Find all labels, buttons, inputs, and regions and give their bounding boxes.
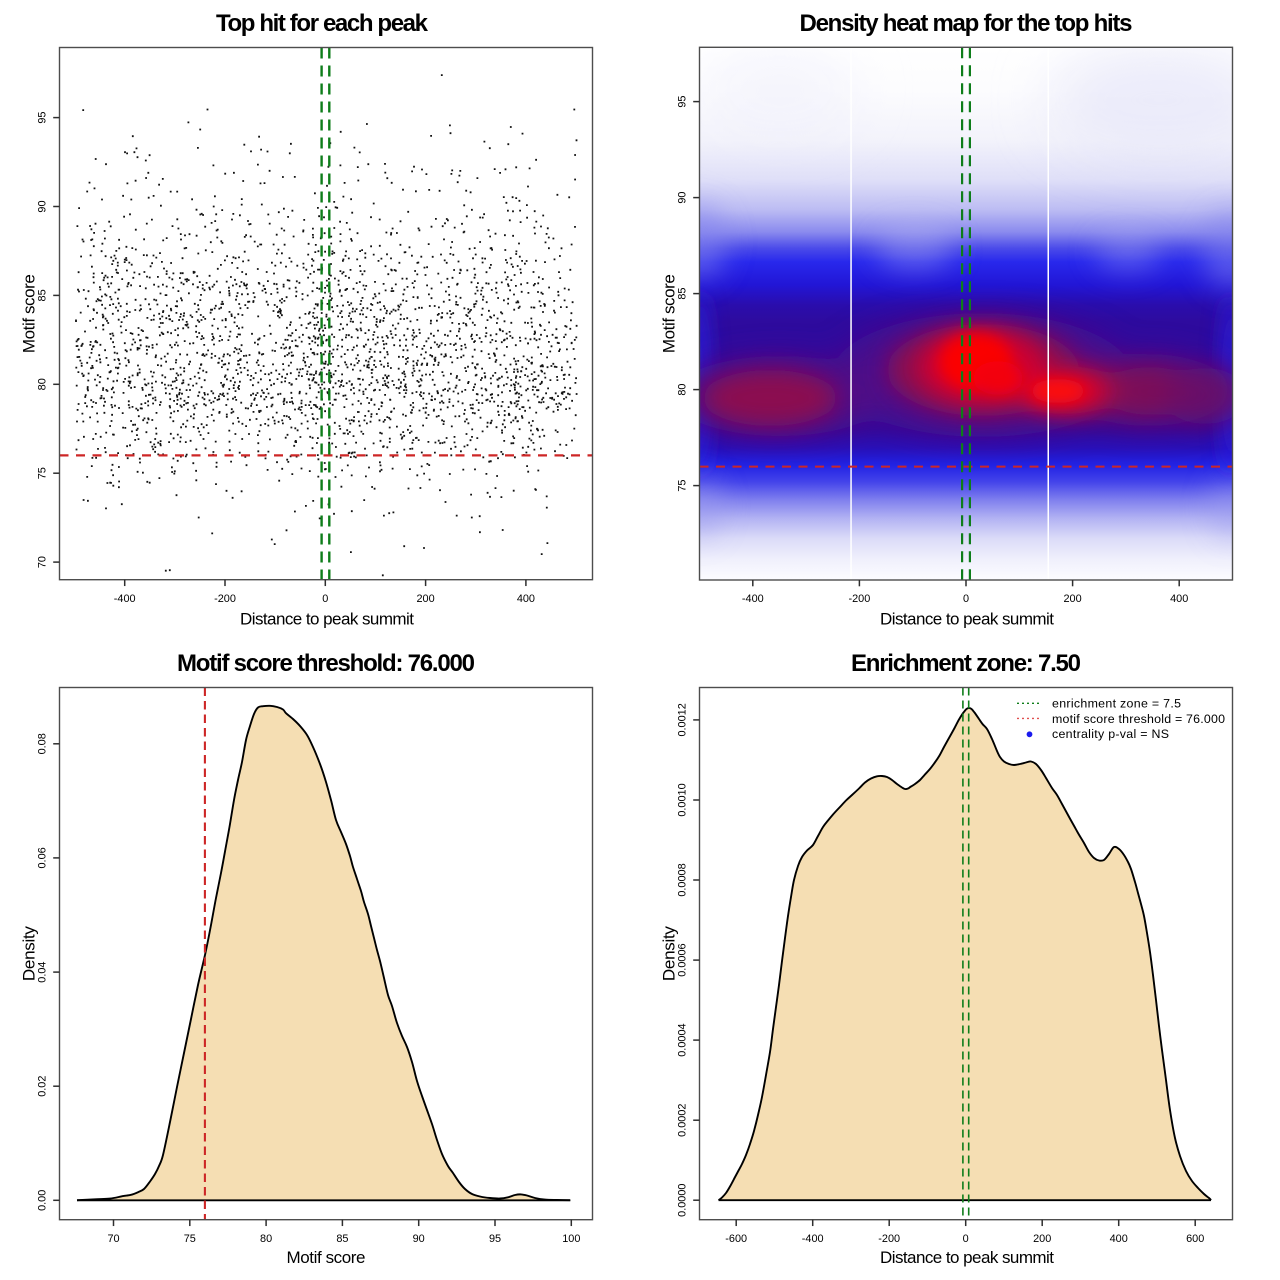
svg-text:0.0004: 0.0004: [677, 1023, 689, 1056]
svg-text:-600: -600: [725, 1233, 747, 1245]
svg-text:enrichment zone = 7.5: enrichment zone = 7.5: [1052, 697, 1181, 711]
svg-text:0.04: 0.04: [37, 961, 49, 982]
svg-text:centrality p-val = NS: centrality p-val = NS: [1052, 727, 1169, 741]
svg-text:Motif score: Motif score: [20, 274, 39, 353]
svg-text:75: 75: [37, 467, 49, 479]
svg-text:0.06: 0.06: [37, 847, 49, 868]
svg-text:100: 100: [562, 1233, 580, 1245]
svg-text:95: 95: [677, 96, 689, 108]
svg-text:0.0006: 0.0006: [677, 943, 689, 976]
svg-text:Motif score: Motif score: [660, 274, 679, 353]
svg-text:70: 70: [107, 1233, 119, 1245]
svg-text:400: 400: [517, 593, 535, 605]
svg-text:Density heat map for the top h: Density heat map for the top hits: [800, 10, 1133, 37]
svg-text:75: 75: [677, 480, 689, 492]
svg-text:-200: -200: [878, 1233, 900, 1245]
svg-text:0: 0: [322, 593, 328, 605]
svg-text:0: 0: [963, 1233, 969, 1245]
svg-text:0.02: 0.02: [37, 1076, 49, 1097]
svg-text:90: 90: [413, 1233, 425, 1245]
svg-text:0.0002: 0.0002: [677, 1104, 689, 1137]
svg-text:0.0012: 0.0012: [677, 703, 689, 736]
svg-text:80: 80: [37, 378, 49, 390]
svg-text:-200: -200: [214, 593, 236, 605]
svg-text:200: 200: [1033, 1233, 1051, 1245]
svg-text:85: 85: [336, 1233, 348, 1245]
svg-text:Enrichment zone: 7.50: Enrichment zone: 7.50: [851, 650, 1081, 677]
svg-text:0.0000: 0.0000: [677, 1184, 689, 1217]
svg-text:motif score threshold = 76.000: motif score threshold = 76.000: [1052, 712, 1225, 726]
svg-text:85: 85: [677, 288, 689, 300]
svg-text:Density: Density: [20, 926, 39, 982]
svg-text:0.00: 0.00: [37, 1190, 49, 1211]
svg-text:Distance to peak summit: Distance to peak summit: [880, 610, 1054, 629]
svg-text:400: 400: [1110, 1233, 1128, 1245]
svg-text:0.08: 0.08: [37, 733, 49, 754]
svg-text:0: 0: [963, 593, 969, 605]
svg-text:Motif score: Motif score: [287, 1248, 366, 1267]
svg-text:95: 95: [37, 112, 49, 124]
svg-text:80: 80: [677, 384, 689, 396]
svg-text:-400: -400: [802, 1233, 824, 1245]
svg-text:-400: -400: [742, 593, 764, 605]
svg-text:Distance to peak summit: Distance to peak summit: [880, 1248, 1054, 1267]
svg-text:85: 85: [37, 289, 49, 301]
svg-text:600: 600: [1186, 1233, 1204, 1245]
svg-text:-200: -200: [848, 593, 870, 605]
svg-text:200: 200: [1064, 593, 1082, 605]
svg-text:0.0010: 0.0010: [677, 783, 689, 816]
svg-text:Density: Density: [660, 926, 679, 982]
svg-text:95: 95: [489, 1233, 501, 1245]
svg-text:75: 75: [184, 1233, 196, 1245]
svg-text:Motif score threshold: 76.000: Motif score threshold: 76.000: [177, 650, 475, 677]
svg-text:-400: -400: [114, 593, 136, 605]
svg-text:200: 200: [417, 593, 435, 605]
svg-text:90: 90: [37, 200, 49, 212]
svg-text:0.0008: 0.0008: [677, 863, 689, 896]
svg-text:90: 90: [677, 192, 689, 204]
svg-text:400: 400: [1170, 593, 1188, 605]
svg-text:80: 80: [260, 1233, 272, 1245]
svg-text:Top hit for each peak: Top hit for each peak: [216, 10, 429, 37]
svg-text:70: 70: [37, 556, 49, 568]
svg-text:Distance to peak summit: Distance to peak summit: [240, 610, 414, 629]
